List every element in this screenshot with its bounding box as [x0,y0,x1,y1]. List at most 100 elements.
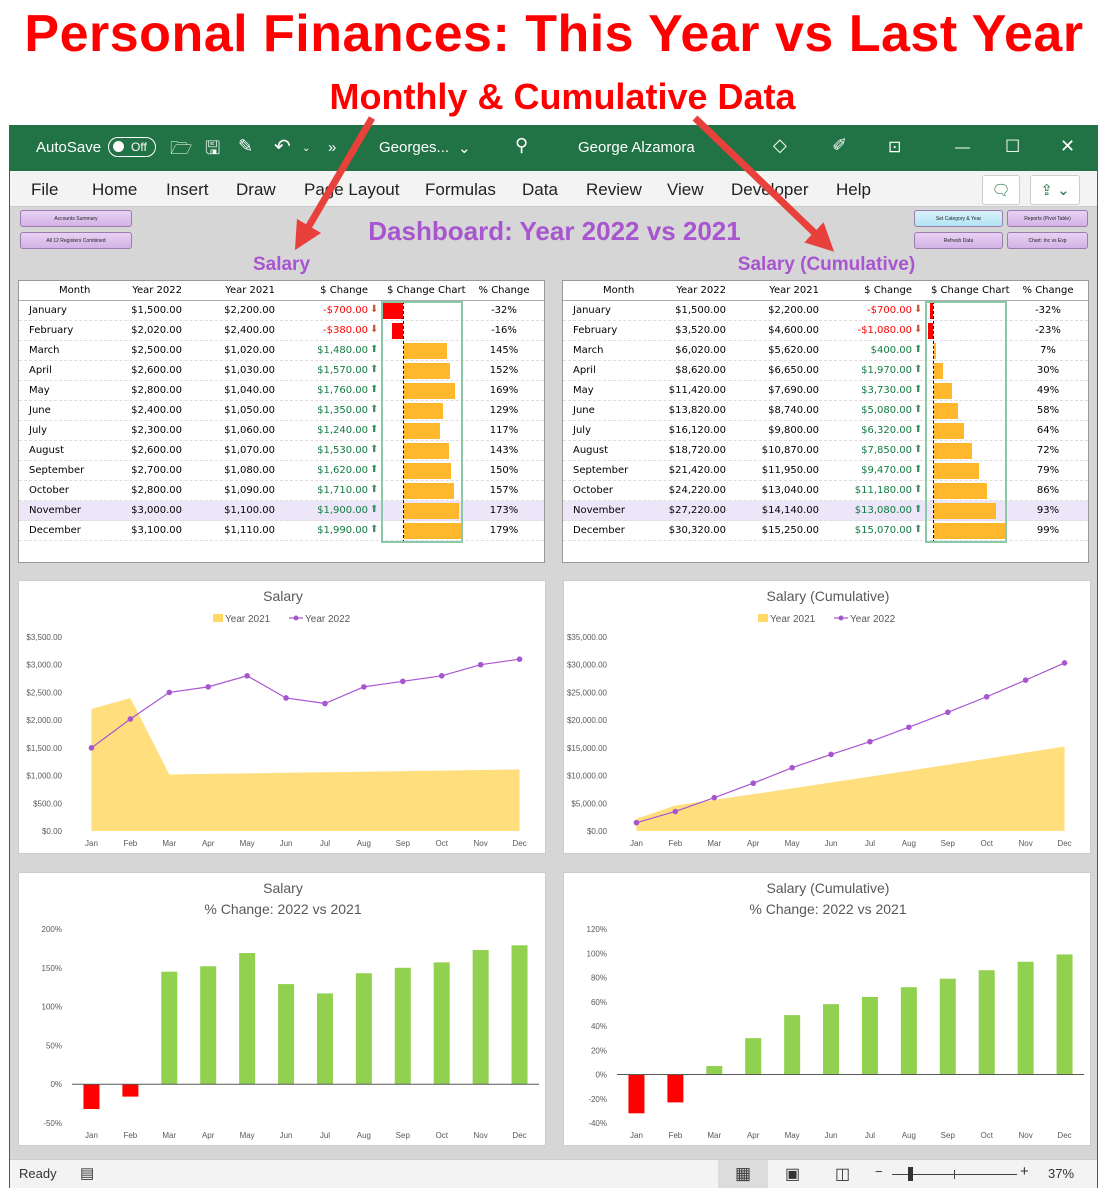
ribbon-display-icon[interactable]: ⊡ [888,139,902,156]
year-2022-cell[interactable]: $30,320.00 [668,525,726,536]
month-cell[interactable]: June [29,405,51,416]
year-2022-cell[interactable]: $3,000.00 [131,505,182,516]
month-cell[interactable]: February [573,325,618,336]
table-row[interactable]: May $11,420.00 $7,690.00 $3,730.00 ⬆ 49% [563,381,1088,401]
pct-change-cell[interactable]: 173% [489,505,519,516]
table-row[interactable]: June $2,400.00 $1,050.00 $1,350.00 ⬆ 129… [19,401,544,421]
filename-chevron-icon[interactable]: ⌄ [458,140,471,157]
tab-page-layout[interactable]: Page Layout [304,180,400,199]
year-2021-cell[interactable]: $1,090.00 [224,485,275,496]
chart-inc-exp-button[interactable]: Chart: Inc vs Exp [1007,232,1088,249]
pct-change-cell[interactable]: 7% [1040,345,1056,356]
change-cell[interactable]: -$1,080.00 [857,325,912,336]
pct-change-cell[interactable]: 30% [1036,365,1060,376]
year-2021-cell[interactable]: $8,740.00 [768,405,819,416]
table-row[interactable]: May $2,800.00 $1,040.00 $1,760.00 ⬆ 169% [19,381,544,401]
month-cell[interactable]: March [29,345,60,356]
change-cell[interactable]: $1,240.00 [317,425,368,436]
table-row[interactable]: April $8,620.00 $6,650.00 $1,970.00 ⬆ 30… [563,361,1088,381]
month-cell[interactable]: May [29,385,50,396]
pct-change-cell[interactable]: -23% [1035,325,1061,336]
page-layout-view-icon[interactable]: ▣ [785,1166,801,1183]
month-cell[interactable]: January [573,305,611,316]
change-cell[interactable]: $400.00 [870,345,912,356]
reports-button[interactable]: Reports (Pivot Table) [1007,210,1088,227]
pct-change-cell[interactable]: 179% [489,525,519,536]
column-header[interactable]: Year 2021 [225,285,275,296]
year-2021-cell[interactable]: $1,050.00 [224,405,275,416]
year-2022-cell[interactable]: $8,620.00 [675,365,726,376]
minimize-icon[interactable]: — [955,139,970,156]
change-cell[interactable]: $1,760.00 [317,385,368,396]
month-cell[interactable]: January [29,305,67,316]
year-2022-cell[interactable]: $2,700.00 [131,465,182,476]
year-2021-cell[interactable]: $13,040.00 [761,485,819,496]
tab-insert[interactable]: Insert [166,180,209,199]
table-row[interactable]: July $2,300.00 $1,060.00 $1,240.00 ⬆ 117… [19,421,544,441]
zoom-out-button[interactable]: − [875,1164,883,1179]
pct-change-cell[interactable]: 150% [489,465,519,476]
pen-icon[interactable]: ✐ [832,135,848,155]
pct-change-cell[interactable]: 79% [1036,465,1060,476]
change-cell[interactable]: $13,080.00 [854,505,912,516]
change-cell[interactable]: $1,710.00 [317,485,368,496]
year-2021-cell[interactable]: $2,200.00 [768,305,819,316]
month-cell[interactable]: September [573,465,629,476]
change-cell[interactable]: $1,620.00 [317,465,368,476]
pct-change-cell[interactable]: 152% [489,365,519,376]
save-as-icon[interactable]: ✎ [238,136,254,156]
pct-change-cell[interactable]: -32% [1035,305,1061,316]
year-2021-cell[interactable]: $1,030.00 [224,365,275,376]
tab-view[interactable]: View [667,180,704,199]
change-cell[interactable]: $7,850.00 [861,445,912,456]
tab-draw[interactable]: Draw [236,180,276,199]
diamond-icon[interactable]: ◇ [773,135,787,155]
change-cell[interactable]: $1,970.00 [861,365,912,376]
pct-change-cell[interactable]: 64% [1036,425,1060,436]
salary-chart[interactable]: Salary $0.00 $500.00 $1,000.00 $1,500.00 $2,0… [18,580,546,854]
change-cell[interactable]: -$700.00 [323,305,368,316]
zoom-level[interactable]: 37% [1048,1166,1075,1181]
table-row[interactable]: January $1,500.00 $2,200.00 -$700.00 ⬇ -… [19,301,544,321]
month-cell[interactable]: December [29,525,81,536]
year-2022-cell[interactable]: $13,820.00 [668,405,726,416]
table-row[interactable]: November $3,000.00 $1,100.00 $1,900.00 ⬆… [19,501,544,521]
year-2021-cell[interactable]: $1,080.00 [224,465,275,476]
year-2021-cell[interactable]: $1,100.00 [224,505,275,516]
change-cell[interactable]: $5,080.00 [861,405,912,416]
month-cell[interactable]: May [573,385,594,396]
year-2022-cell[interactable]: $6,020.00 [675,345,726,356]
pct-change-cell[interactable]: 169% [489,385,519,396]
year-2021-cell[interactable]: $2,200.00 [224,305,275,316]
year-2022-cell[interactable]: $2,600.00 [131,365,182,376]
table-row[interactable]: December $30,320.00 $15,250.00 $15,070.0… [563,521,1088,541]
undo-icon[interactable]: ↶ [274,136,291,158]
table-row[interactable]: September $21,420.00 $11,950.00 $9,470.0… [563,461,1088,481]
month-cell[interactable]: December [573,525,625,536]
year-2021-cell[interactable]: $4,600.00 [768,325,819,336]
year-2021-cell[interactable]: $11,950.00 [761,465,819,476]
year-2022-cell[interactable]: $1,500.00 [675,305,726,316]
share-button[interactable]: ⇪ ⌄ [1030,175,1080,205]
month-cell[interactable]: July [573,425,591,436]
zoom-slider-thumb[interactable] [907,1167,913,1181]
change-cell[interactable]: $1,480.00 [317,345,368,356]
pct-change-cell[interactable]: 129% [489,405,519,416]
year-2021-cell[interactable]: $14,140.00 [761,505,819,516]
zoom-in-button[interactable]: + [1020,1163,1029,1180]
column-header[interactable]: Month [603,285,635,296]
year-2022-cell[interactable]: $18,720.00 [668,445,726,456]
year-2022-cell[interactable]: $21,420.00 [668,465,726,476]
month-cell[interactable]: June [573,405,595,416]
year-2021-cell[interactable]: $15,250.00 [761,525,819,536]
year-2022-cell[interactable]: $2,020.00 [131,325,182,336]
refresh-data-button[interactable]: Refresh Data [914,232,1003,249]
tab-developer[interactable]: Developer [731,180,809,199]
table-row[interactable]: January $1,500.00 $2,200.00 -$700.00 ⬇ -… [563,301,1088,321]
year-2021-cell[interactable]: $6,650.00 [768,365,819,376]
change-cell[interactable]: $15,070.00 [854,525,912,536]
table-row[interactable]: September $2,700.00 $1,080.00 $1,620.00 … [19,461,544,481]
tab-review[interactable]: Review [586,180,642,199]
year-2021-cell[interactable]: $1,060.00 [224,425,275,436]
change-cell[interactable]: $11,180.00 [854,485,912,496]
